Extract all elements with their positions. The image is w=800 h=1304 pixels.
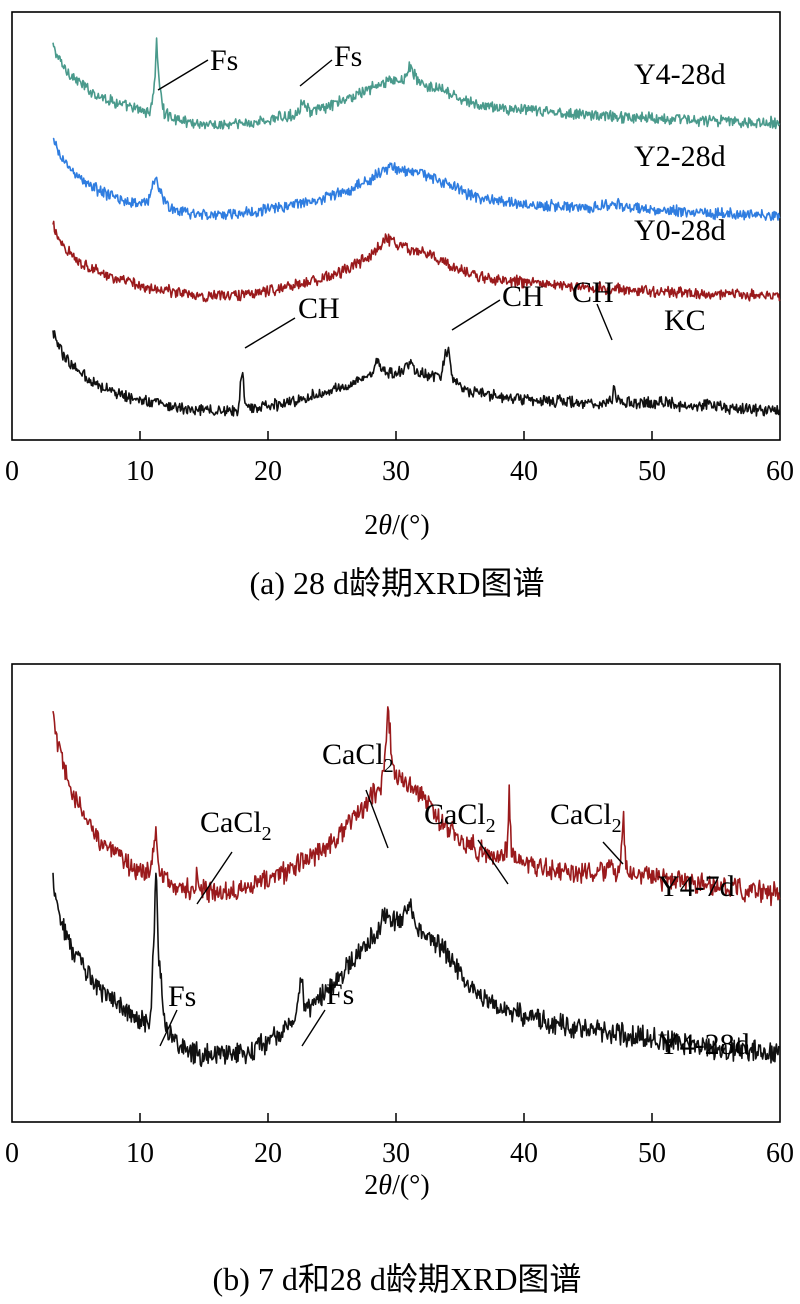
panel-a-x-axis-label: 2θ/(°) [364,510,429,541]
annotation-leader [196,851,233,905]
x-tick-label: 20 [254,1138,282,1169]
peak-label-kc: KC [664,304,706,337]
annotation-leader [596,303,613,341]
series-label-y2-28d: Y2-28d [634,140,726,173]
peak-label-ch: CH [572,276,614,309]
series-label-y0-28d: Y0-28d [634,214,726,247]
panel-b-curves [52,706,781,1068]
x-tick-label: 60 [766,1138,794,1169]
xlabel-theta: θ [378,510,392,541]
panel-a-annotations: Fs Fs CH CH CH KC Y4-28d Y2-28d Y0-28d [157,40,726,349]
cacl2-subscript: 2 [612,815,622,837]
peak-label-ch: CH [298,292,340,325]
panel-b: 0 10 20 30 40 50 60 CaCl2 CaCl2 CaCl2 CaCl2 Fs… [5,663,794,1297]
peak-label-fs: Fs [168,980,196,1013]
series-label-y4-7d: Y4-7d [658,870,735,903]
annotation-leader [602,841,624,865]
x-tick-label: 20 [254,456,282,487]
xlabel-prefix: 2 [364,510,378,541]
series-label-y4-28d: Y4-28d [634,58,726,91]
annotation-leader [159,1009,178,1047]
panel-b-caption: (b) 7 d和28 d龄期XRD图谱 [213,1261,582,1297]
panel-a-curves [52,37,781,417]
x-tick-label: 50 [638,456,666,487]
xlabel-theta: θ [378,1170,392,1201]
x-tick-label: 10 [126,456,154,487]
x-tick-label: 60 [766,456,794,487]
peak-label-cacl2: CaCl2 [550,798,622,837]
cacl2-base: CaCl [424,798,486,831]
cacl2-base: CaCl [322,738,384,771]
series-line-y0-28d [52,220,781,303]
panel-a-x-ticks: 0 10 20 30 40 50 60 [5,431,794,487]
peak-label-cacl2: CaCl2 [200,806,272,845]
annotation-leader [244,317,296,349]
cacl2-subscript: 2 [486,815,496,837]
series-line-y0-28d-baseline- [52,330,781,417]
x-tick-label: 30 [382,456,410,487]
panel-b-x-ticks: 0 10 20 30 40 50 60 [5,1113,794,1169]
x-tick-label: 40 [510,1138,538,1169]
peak-label-fs: Fs [326,978,354,1011]
cacl2-subscript: 2 [384,755,394,777]
annotation-leader [451,299,501,331]
peak-label-fs: Fs [334,40,362,73]
panel-b-x-axis-label: 2θ/(°) [364,1170,429,1201]
cacl2-base: CaCl [550,798,612,831]
series-line-y4-28d [52,37,781,130]
annotation-leader [301,1009,326,1047]
cacl2-subscript: 2 [262,823,272,845]
annotation-leader [365,789,389,849]
x-tick-label: 50 [638,1138,666,1169]
x-tick-label: 40 [510,456,538,487]
cacl2-base: CaCl [200,806,262,839]
xlabel-unit: /(°) [392,1170,430,1201]
series-label-y4-28d: Y4-28d [658,1028,750,1061]
x-tick-label: 0 [5,1138,19,1169]
peak-label-cacl2: CaCl2 [322,738,394,777]
peak-label-ch: CH [502,280,544,313]
panel-b-annotations: CaCl2 CaCl2 CaCl2 CaCl2 Fs Fs Y4-7d Y4-2… [159,738,750,1061]
xlabel-prefix: 2 [364,1170,378,1201]
xlabel-unit: /(°) [392,510,430,541]
peak-label-fs: Fs [210,44,238,77]
series-line-y2-28d [52,137,781,222]
series-line-y4-7d [52,706,781,907]
series-line-y4-28d [52,872,781,1068]
peak-label-cacl2: CaCl2 [424,798,496,837]
panel-a: 0 10 20 30 40 50 60 Fs Fs CH CH CH KC Y4-28d Y… [5,11,794,601]
panel-a-caption: (a) 28 d龄期XRD图谱 [249,565,544,601]
annotation-leader [157,59,209,91]
x-tick-label: 30 [382,1138,410,1169]
x-tick-label: 10 [126,1138,154,1169]
annotation-leader [299,59,333,87]
x-tick-label: 0 [5,456,19,487]
annotation-leader [477,839,509,885]
